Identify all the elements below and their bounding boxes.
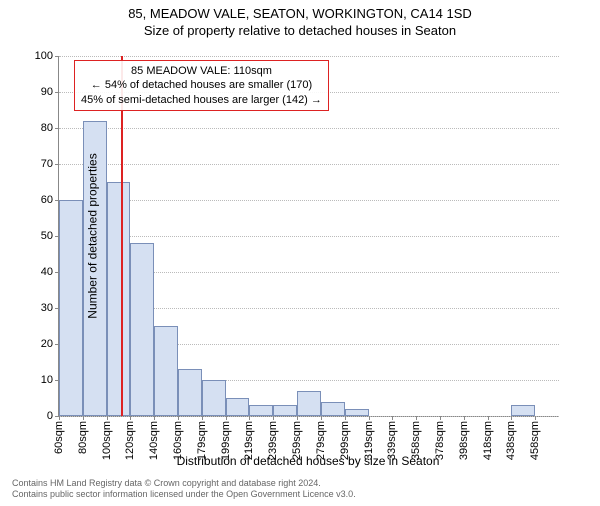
histogram-bar [202,380,226,416]
gridline [59,236,559,237]
xtick-label: 60sqm [53,421,65,454]
y-axis-label: Number of detached properties [86,153,100,318]
ytick-label: 0 [23,410,53,422]
annotation-line1: 85 MEADOW VALE: 110sqm [131,65,272,77]
annotation-box: 85 MEADOW VALE: 110sqm ← 54% of detached … [74,60,329,111]
ytick-label: 60 [23,194,53,206]
gridline [59,128,559,129]
histogram-bar [321,402,345,416]
plot-region: 010203040506070809010060sqm80sqm100sqm12… [58,56,559,417]
ytick-mark [55,164,59,165]
annotation-line3: 45% of semi-detached houses are larger (… [81,94,322,106]
gridline [59,56,559,57]
histogram-bar [297,391,321,416]
ytick-label: 50 [23,230,53,242]
histogram-bar [178,369,202,416]
xtick-label: 80sqm [77,421,89,454]
histogram-bar [107,182,131,416]
xtick-mark [464,416,465,420]
histogram-bar [226,398,250,416]
histogram-bar [59,200,83,416]
xtick-mark [511,416,512,420]
gridline [59,416,559,417]
xtick-mark [369,416,370,420]
ytick-label: 40 [23,266,53,278]
gridline [59,200,559,201]
ytick-label: 20 [23,338,53,350]
xtick-mark [416,416,417,420]
histogram-bar [345,409,369,416]
xtick-mark [83,416,84,420]
histogram-bar [154,326,178,416]
gridline [59,164,559,165]
ytick-label: 10 [23,374,53,386]
histogram-bar [273,405,297,416]
chart-title-line1: 85, MEADOW VALE, SEATON, WORKINGTON, CA1… [0,6,600,21]
ytick-label: 80 [23,122,53,134]
ytick-label: 90 [23,86,53,98]
chart-title-line2: Size of property relative to detached ho… [0,23,600,38]
ytick-label: 30 [23,302,53,314]
xtick-mark [321,416,322,420]
histogram-bar [511,405,535,416]
ytick-label: 70 [23,158,53,170]
histogram-bar [249,405,273,416]
xtick-mark [488,416,489,420]
xtick-mark [178,416,179,420]
xtick-mark [297,416,298,420]
xtick-mark [130,416,131,420]
xtick-mark [154,416,155,420]
xtick-mark [202,416,203,420]
xtick-mark [345,416,346,420]
annotation-line2: ← 54% of detached houses are smaller (17… [91,79,312,91]
x-axis-label: Distribution of detached houses by size … [58,454,558,468]
xtick-mark [59,416,60,420]
xtick-mark [392,416,393,420]
footer-line2: Contains public sector information licen… [12,489,356,499]
xtick-mark [249,416,250,420]
xtick-mark [535,416,536,420]
ytick-label: 100 [23,50,53,62]
xtick-mark [273,416,274,420]
footer-line1: Contains HM Land Registry data © Crown c… [12,478,321,488]
histogram-bar [130,243,154,416]
xtick-mark [226,416,227,420]
xtick-mark [440,416,441,420]
ytick-mark [55,92,59,93]
ytick-mark [55,56,59,57]
xtick-mark [107,416,108,420]
chart-area: 010203040506070809010060sqm80sqm100sqm12… [58,56,558,416]
ytick-mark [55,128,59,129]
footer-attribution: Contains HM Land Registry data © Crown c… [12,478,356,500]
